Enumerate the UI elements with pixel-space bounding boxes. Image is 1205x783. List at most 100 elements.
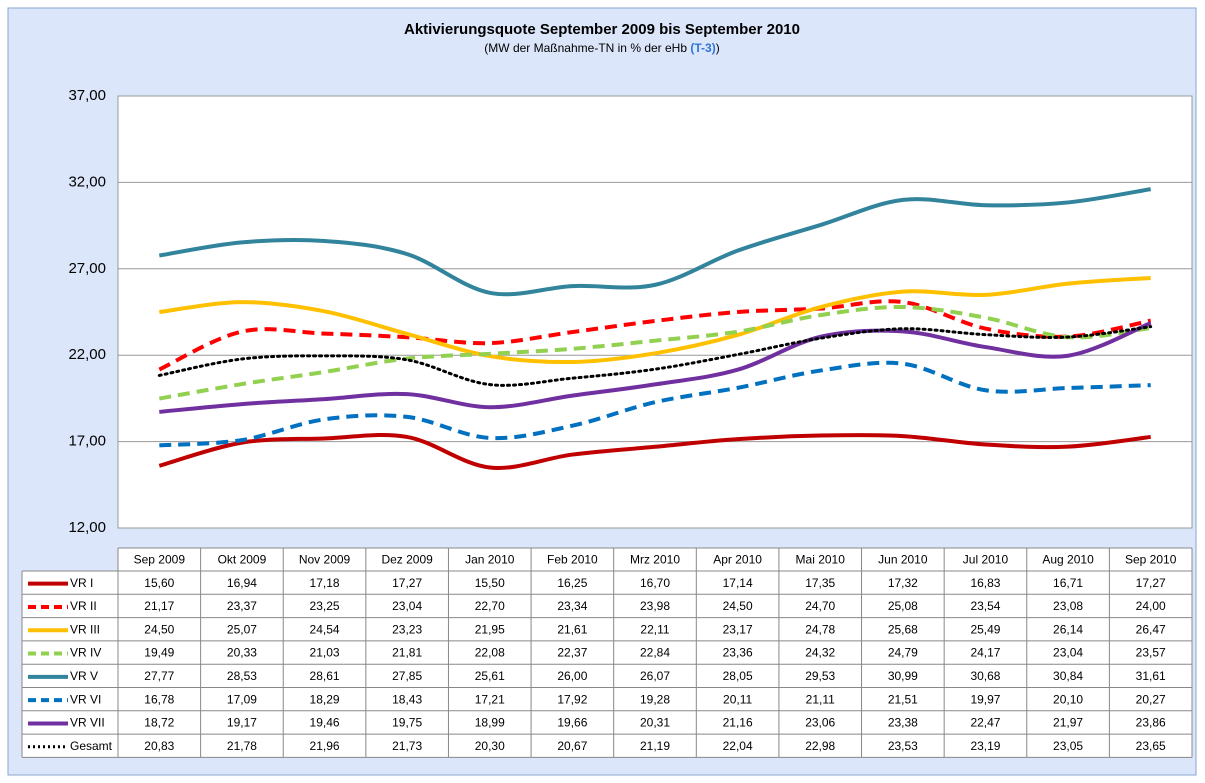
legend-label: VR VII [70,716,105,730]
subtitle: (MW der Maßnahme-TN in % der eHb [484,41,687,55]
table-value: 16,78 [144,692,174,706]
y-tick-label: 32,00 [68,173,106,190]
table-value: 25,61 [475,669,505,683]
table-value: 17,35 [805,576,835,590]
table-value: 21,81 [392,646,422,660]
legend-label: VR IV [70,646,101,660]
table-value: 24,78 [805,622,835,636]
table-value: 21,16 [723,716,753,730]
table-value: 21,78 [227,739,257,753]
table-value: 24,54 [310,622,340,636]
x-tick-label: Dez 2009 [381,553,433,567]
table-value: 23,08 [1053,599,1083,613]
table-value: 26,07 [640,669,670,683]
table-value: 21,19 [640,739,670,753]
table-value: 17,18 [310,576,340,590]
table-value: 19,28 [640,692,670,706]
table-value: 21,96 [310,739,340,753]
table-value: 30,99 [888,669,918,683]
table-value: 24,17 [970,646,1000,660]
y-tick-label: 22,00 [68,346,106,363]
table-value: 29,53 [805,669,835,683]
table-value: 20,67 [557,739,587,753]
table-value: 20,11 [723,692,752,706]
table-value: 17,27 [392,576,422,590]
table-value: 23,37 [227,599,257,613]
table-value: 23,05 [1053,739,1083,753]
table-value: 23,06 [805,716,835,730]
table-value: 19,97 [970,692,1000,706]
x-tick-label: Nov 2009 [299,553,351,567]
table-value: 23,54 [970,599,1000,613]
y-tick-label: 27,00 [68,260,106,277]
table-value: 15,60 [144,576,174,590]
table-value: 24,50 [723,599,753,613]
table-value: 21,11 [806,692,835,706]
table-value: 21,95 [475,622,505,636]
table-value: 24,79 [888,646,918,660]
table-value: 21,61 [557,622,587,636]
table-value: 23,57 [1136,646,1166,660]
table-value: 23,53 [888,739,918,753]
table-value: 17,14 [723,576,753,590]
table-value: 23,23 [392,622,422,636]
table-value: 17,27 [1136,576,1166,590]
series-line [158,187,1152,297]
table-value: 20,31 [640,716,670,730]
chart-title: Aktivierungsquote September 2009 bis Sep… [404,21,800,38]
table-value: 16,94 [227,576,257,590]
table-value: 22,84 [640,646,670,660]
series-line [158,304,1151,401]
table-value: 22,04 [723,739,753,753]
table-value: 25,68 [888,622,918,636]
subtitle-end: ) [716,41,720,55]
table-value: 24,00 [1136,599,1166,613]
x-tick-label: Aug 2010 [1042,553,1094,567]
table-value: 24,32 [805,646,835,660]
table-value: 25,07 [227,622,257,636]
table-value: 24,50 [144,622,174,636]
table-value: 23,19 [970,739,1000,753]
subtitle-highlight: (T-3) [690,41,715,55]
table-value: 21,73 [392,739,422,753]
table-value: 23,25 [310,599,340,613]
table-value: 17,09 [227,692,257,706]
chart-subtitle: (MW der Maßnahme-TN in % der eHb (T-3)) [484,41,719,55]
table-value: 18,29 [310,692,340,706]
table-value: 18,99 [475,716,505,730]
table-value: 19,17 [227,716,257,730]
table-value: 21,17 [144,599,174,613]
table-value: 22,08 [475,646,505,660]
table-value: 25,08 [888,599,918,613]
legend-label: VR III [70,622,100,636]
x-tick-label: Jun 2010 [878,553,928,567]
x-tick-label: Jul 2010 [963,553,1009,567]
table-value: 25,49 [970,622,1000,636]
table-value: 23,36 [723,646,753,660]
plot-area [117,95,1193,529]
x-tick-label: Jan 2010 [465,553,515,567]
table-value: 20,10 [1053,692,1083,706]
y-tick-label: 17,00 [68,433,106,450]
table-value: 22,11 [640,622,669,636]
table-value: 23,86 [1136,716,1166,730]
table-value: 17,92 [557,692,587,706]
table-value: 19,46 [310,716,340,730]
table-value: 20,27 [1136,692,1166,706]
table-value: 23,38 [888,716,918,730]
table-value: 27,85 [392,669,422,683]
table-value: 22,37 [557,646,587,660]
table-value: 21,97 [1053,716,1083,730]
table-header-background [118,548,1192,571]
table-value: 18,72 [144,716,174,730]
table-value: 20,30 [475,739,505,753]
series-line [158,299,1152,372]
table-value: 19,75 [392,716,422,730]
table-value: 26,14 [1053,622,1083,636]
table-value: 26,00 [557,669,587,683]
table-value: 23,65 [1136,739,1166,753]
x-tick-label: Mrz 2010 [630,553,680,567]
legend-label: Gesamt [70,739,113,753]
table-value: 30,84 [1053,669,1083,683]
x-tick-label: Sep 2010 [1125,553,1177,567]
